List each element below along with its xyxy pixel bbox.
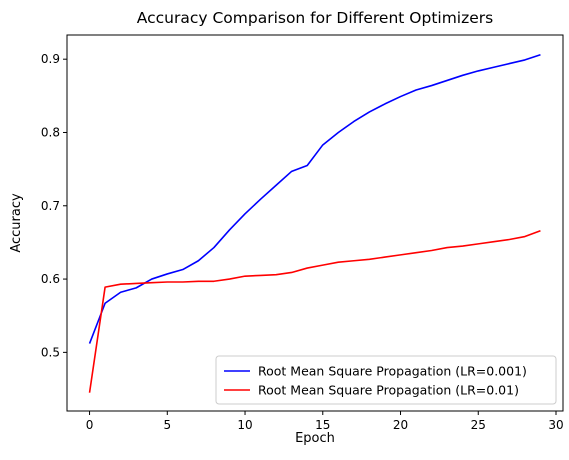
- x-tick-label: 10: [237, 418, 252, 432]
- x-axis-label: Epoch: [295, 431, 335, 446]
- y-tick-label: 0.9: [41, 52, 60, 66]
- chart-title: Accuracy Comparison for Different Optimi…: [137, 9, 493, 27]
- y-axis-label: Accuracy: [9, 193, 24, 253]
- axes-ticks: 0 5 10 15 20 25 30 0.5 0.6 0.7 0.8 0.9: [41, 52, 564, 432]
- series-line-0: [88, 54, 541, 344]
- y-tick-label: 0.6: [41, 272, 60, 286]
- x-tick-label: 25: [471, 418, 486, 432]
- x-tick-label: 15: [315, 418, 330, 432]
- plot-frame: [66, 34, 564, 412]
- legend-label-1: Root Mean Square Propagation (LR=0.01): [258, 383, 519, 398]
- y-tick-label: 0.5: [41, 345, 60, 359]
- legend-label-0: Root Mean Square Propagation (LR=0.001): [258, 364, 527, 379]
- x-tick-label: 0: [86, 418, 94, 432]
- legend: Root Mean Square Propagation (LR=0.001) R…: [215, 355, 557, 405]
- series-line-1: [88, 229, 541, 393]
- y-tick-label: 0.8: [41, 125, 60, 139]
- x-tick-label: 20: [393, 418, 408, 432]
- y-tick-label: 0.7: [41, 199, 60, 213]
- plot-lines: [88, 54, 541, 393]
- legend-box: [215, 355, 557, 405]
- x-tick-label: 5: [163, 418, 171, 432]
- x-tick-label: 30: [548, 418, 563, 432]
